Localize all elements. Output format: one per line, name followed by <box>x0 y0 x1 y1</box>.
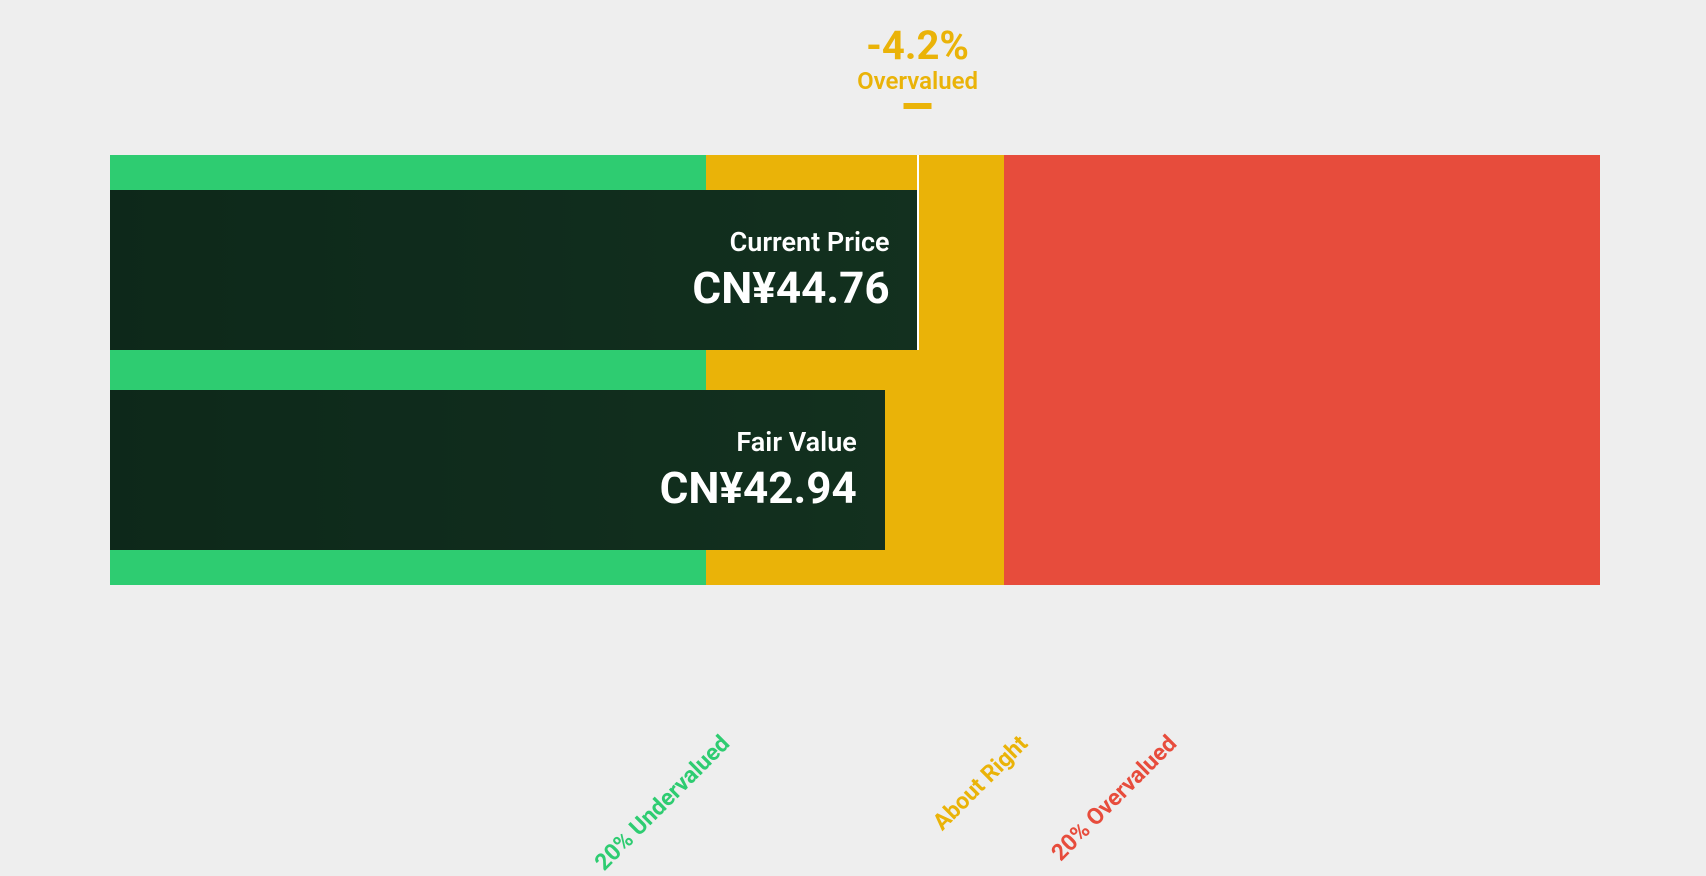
callout-status: Overvalued <box>857 67 978 95</box>
bar-current-price-text: Current Price CN¥44.76 <box>692 226 917 314</box>
axis-label-undervalued: 20% Undervalued <box>589 730 735 876</box>
axis-label-about-right: About Right <box>927 730 1033 836</box>
fair-value-label: Fair Value <box>660 426 857 458</box>
current-price-label: Current Price <box>692 226 889 258</box>
axis-label-overvalued: 20% Overvalued <box>1046 730 1182 866</box>
bar-fair-value: Fair Value CN¥42.94 <box>110 390 885 550</box>
current-price-pointer-line <box>917 155 919 350</box>
callout-tick <box>904 103 932 109</box>
current-price-value: CN¥44.76 <box>692 262 889 314</box>
zone-overvalued <box>1004 155 1600 585</box>
valuation-chart: Current Price CN¥44.76 Fair Value CN¥42.… <box>110 155 1600 585</box>
bar-fair-value-text: Fair Value CN¥42.94 <box>660 426 885 514</box>
fair-value-value: CN¥42.94 <box>660 462 857 514</box>
bar-current-price: Current Price CN¥44.76 <box>110 190 918 350</box>
callout-percent: -4.2% <box>857 22 978 69</box>
valuation-callout: -4.2% Overvalued <box>857 22 978 109</box>
